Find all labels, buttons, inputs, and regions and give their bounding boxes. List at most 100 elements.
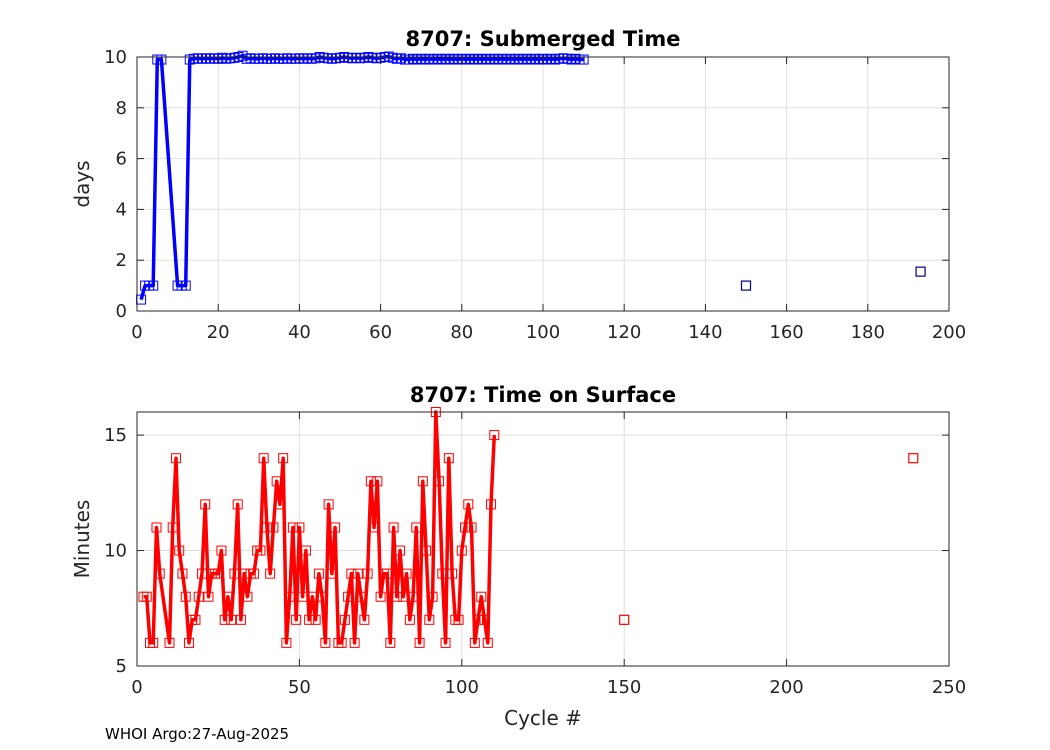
surface-time-point (170, 453, 181, 464)
surface-time-point (356, 591, 367, 602)
surface-time-xtick-label: 100 (445, 677, 479, 698)
submerged-time-axes: 0 20 40 60 80 100 120 140 160 180 200 0 2 4 6 8 10 8707:… (70, 27, 966, 343)
surface-time-point (398, 591, 409, 602)
submerged-time-ytick-label: 4 (116, 199, 127, 220)
surface-time-point (388, 522, 399, 533)
submerged-time-ytick-label: 2 (116, 250, 127, 271)
surface-time-series-line (143, 410, 497, 645)
surface-time-point (248, 568, 259, 579)
surface-time-title: 8707: Time on Surface (410, 383, 676, 407)
surface-time-point (213, 568, 224, 579)
submerged-time-point (578, 54, 589, 65)
surface-time-point (141, 591, 152, 602)
surface-time-point (268, 522, 279, 533)
surface-time-point (473, 614, 484, 625)
surface-time-point (326, 568, 337, 579)
surface-time-point (424, 614, 435, 625)
surface-time-point (401, 568, 412, 579)
surface-time-point (177, 568, 188, 579)
surface-time-point (304, 614, 315, 625)
surface-time-point (440, 637, 451, 648)
submerged-time-outlier-point (915, 266, 926, 277)
submerged-time-title: 8707: Submerged Time (405, 27, 680, 51)
surface-time-data (138, 407, 919, 648)
surface-time-point (294, 522, 305, 533)
surface-time-point (300, 545, 311, 556)
surface-time-ytick-label: 10 (104, 541, 127, 562)
surface-time-point (339, 614, 350, 625)
submerged-time-point (180, 280, 191, 291)
surface-time-point (411, 522, 422, 533)
surface-time-point (320, 637, 331, 648)
footer-credit: WHOI Argo:27-Aug-2025 (105, 725, 290, 743)
surface-time-point (372, 476, 383, 487)
surface-time-point (414, 637, 425, 648)
submerged-time-xtick-label: 180 (851, 322, 885, 343)
submerged-time-xtick-label: 140 (688, 322, 722, 343)
surface-time-xtick-label: 150 (607, 677, 641, 698)
surface-time-point (375, 591, 386, 602)
submerged-time-outlier-point (740, 280, 752, 291)
submerged-time-ytick-label: 8 (116, 98, 127, 119)
surface-time-point (226, 614, 237, 625)
surface-time-point (174, 545, 185, 556)
submerged-time-xtick-label: 120 (607, 322, 641, 343)
surface-time-point (317, 591, 328, 602)
surface-time-ytick-label: 15 (104, 425, 127, 446)
surface-time-point (219, 614, 230, 625)
surface-time-point (151, 522, 162, 533)
surface-time-xtick-label: 50 (288, 677, 311, 698)
surface-time-point (395, 545, 406, 556)
surface-time-point (323, 499, 334, 510)
surface-time-point (369, 522, 380, 533)
surface-time-point (352, 568, 363, 579)
surface-time-point (154, 568, 165, 579)
surface-time-point (421, 545, 432, 556)
surface-time-point (330, 522, 341, 533)
surface-time-point (408, 591, 419, 602)
surface-time-point (265, 568, 276, 579)
surface-time-point (190, 614, 201, 625)
surface-time-point (385, 637, 396, 648)
surface-time-point (235, 614, 246, 625)
surface-time-point (417, 476, 428, 487)
surface-time-point (443, 453, 454, 464)
surface-time-point (203, 591, 214, 602)
submerged-time-xtick-label: 20 (207, 322, 230, 343)
surface-time-point (271, 476, 282, 487)
surface-time-point (258, 453, 269, 464)
surface-time-point (232, 499, 243, 510)
surface-time-point (489, 430, 500, 441)
surface-time-point (313, 568, 324, 579)
surface-time-point (239, 568, 250, 579)
surface-time-point (469, 637, 480, 648)
surface-time-xtick-label: 0 (131, 677, 142, 698)
submerged-time-point (148, 280, 159, 291)
surface-time-ytick-label: 5 (116, 656, 127, 677)
surface-time-point (307, 591, 318, 602)
surface-time-axes-box (136, 411, 950, 667)
surface-time-point (278, 453, 289, 464)
surface-time-point (460, 522, 471, 533)
surface-time-point (486, 499, 497, 510)
surface-time-point (180, 591, 191, 602)
surface-time-point (466, 522, 477, 533)
surface-time-point (456, 545, 467, 556)
surface-time-point (434, 476, 445, 487)
surface-time-point (164, 637, 175, 648)
submerged-time-xtick-label: 40 (288, 322, 311, 343)
surface-time-point (463, 499, 474, 510)
surface-time-outlier-point (619, 614, 630, 625)
surface-time-point (346, 568, 357, 579)
surface-time-point (148, 637, 159, 648)
surface-time-point (343, 591, 354, 602)
surface-time-point (349, 637, 360, 648)
surface-time-point (291, 614, 302, 625)
surface-time-point (482, 637, 493, 648)
submerged-time-ytick-label: 0 (116, 301, 127, 322)
surface-time-point (222, 591, 233, 602)
surface-time-point (200, 499, 211, 510)
submerged-time-xtick-label: 160 (769, 322, 803, 343)
submerged-time-xtick-label: 60 (369, 322, 392, 343)
surface-time-point (382, 568, 393, 579)
